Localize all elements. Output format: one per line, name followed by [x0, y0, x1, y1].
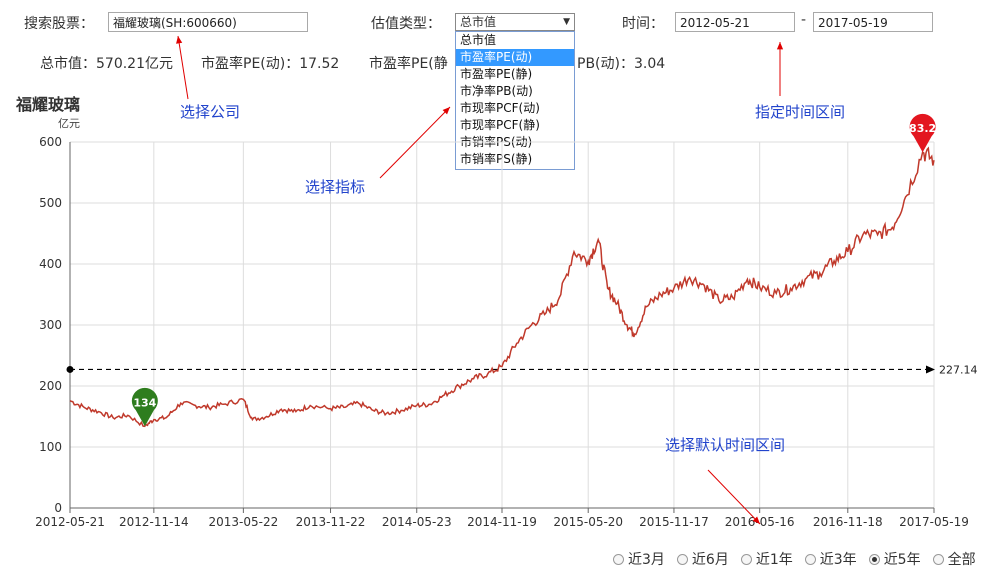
dropdown-option-2[interactable]: 市盈率PE(静) — [460, 67, 533, 81]
dropdown-option-5[interactable]: 市现率PCF(静) — [460, 118, 540, 132]
pb-value: PB(动)：3.04 — [577, 56, 666, 72]
x-tick-label: 2014-05-23 — [382, 515, 452, 529]
y-tick-label: 0 — [54, 501, 62, 515]
x-tick-label: 2015-11-17 — [639, 515, 709, 529]
reference-arrow-icon — [926, 365, 935, 374]
radio-selected-icon — [868, 553, 880, 565]
annotation-select-default: 选择默认时间区间 — [665, 436, 786, 454]
radio-icon — [740, 553, 752, 565]
chevron-down-icon: ▼ — [563, 17, 570, 27]
series-line — [69, 146, 935, 428]
valuation-dropdown: 总市值 市盈率PE(动) 市盈率PE(静) 市净率PB(动) 市现率PCF(动)… — [455, 31, 575, 170]
pe-dynamic-value: 市盈率PE(动)：17.52 — [201, 56, 340, 72]
x-tick-label: 2013-11-22 — [296, 515, 366, 529]
x-tick-label: 2017-05-19 — [899, 515, 969, 529]
reference-label: 227.14 — [939, 363, 978, 376]
radio-icon — [613, 553, 624, 565]
range-selector: 近3月 近6月 近1年 近3年 近5年 全部 — [613, 549, 988, 569]
arrow-company-head — [176, 36, 183, 44]
range-option-1y[interactable]: 近1年 — [740, 549, 793, 569]
arrow-range-head — [776, 42, 784, 50]
annotation-select-company: 选择公司 — [180, 103, 241, 121]
y-tick-label: 300 — [39, 318, 62, 332]
radio-icon — [932, 553, 944, 565]
max-marker-pin — [909, 113, 936, 153]
valuation-selected: 总市值 — [460, 15, 497, 29]
valuation-select[interactable]: 总市值 ▼ — [455, 13, 575, 31]
time-label: 时间： — [622, 16, 664, 32]
arrow-indicator-head — [442, 107, 450, 115]
min-marker-label: 134 — [133, 396, 156, 409]
range-option-all[interactable]: 全部 — [932, 549, 976, 569]
chart-title: 福耀玻璃 — [16, 95, 81, 114]
dropdown-option-1[interactable]: 市盈率PE(动) — [456, 49, 574, 66]
radio-icon — [676, 553, 688, 565]
arrow-company — [177, 35, 189, 100]
valuation-label: 估值类型： — [371, 16, 441, 32]
search-input[interactable]: 福耀玻璃(SH:600660) — [108, 12, 308, 32]
chart-unit: 亿元 — [58, 117, 80, 130]
dropdown-option-3[interactable]: 市净率PB(动) — [460, 84, 533, 98]
radio-icon — [804, 553, 816, 565]
y-tick-label: 400 — [39, 257, 62, 271]
x-tick-label: 2016-11-18 — [813, 515, 883, 529]
x-tick-label: 2013-05-22 — [208, 515, 278, 529]
y-tick-label: 200 — [39, 379, 62, 393]
reference-start-dot — [66, 365, 74, 373]
arrow-indicator — [379, 106, 451, 179]
dropdown-option-4[interactable]: 市现率PCF(动) — [460, 101, 540, 115]
range-option-6m[interactable]: 近6月 — [676, 549, 729, 569]
arrow-default — [707, 469, 761, 525]
dropdown-option-0[interactable]: 总市值 — [460, 33, 497, 47]
range-option-3m[interactable]: 近3月 — [613, 549, 665, 569]
end-date-input[interactable]: 2017-05-19 — [813, 12, 933, 32]
pe-static-value: 市盈率PE(静 — [369, 56, 448, 72]
x-tick-label: 2014-11-19 — [467, 515, 537, 529]
range-option-5y[interactable]: 近5年 — [868, 549, 921, 569]
y-tick-label: 100 — [39, 440, 62, 454]
y-tick-label: 600 — [39, 135, 62, 149]
min-marker: 134 — [131, 387, 158, 427]
max-marker-label: 583.21 — [901, 122, 943, 135]
x-tick-label: 2012-05-21 — [35, 515, 105, 529]
x-tick-label: 2012-11-14 — [119, 515, 189, 529]
date-separator: - — [801, 12, 807, 28]
y-tick-label: 500 — [39, 196, 62, 210]
x-tick-label: 2015-05-20 — [553, 515, 623, 529]
annotation-select-indicator: 选择指标 — [305, 178, 366, 196]
max-marker: 583.21 — [901, 113, 944, 153]
dropdown-option-7[interactable]: 市销率PS(静) — [460, 152, 533, 166]
x-tick-label: 2016-05-16 — [725, 515, 795, 529]
start-date-input[interactable]: 2012-05-21 — [675, 12, 795, 32]
arrow-default-head — [752, 516, 760, 524]
min-marker-pin — [131, 387, 158, 427]
market-cap-value: 总市值：570.21亿元 — [40, 56, 173, 72]
search-label: 搜索股票： — [24, 16, 94, 32]
range-option-3y[interactable]: 近3年 — [804, 549, 857, 569]
annotation-select-range: 指定时间区间 — [755, 103, 846, 121]
